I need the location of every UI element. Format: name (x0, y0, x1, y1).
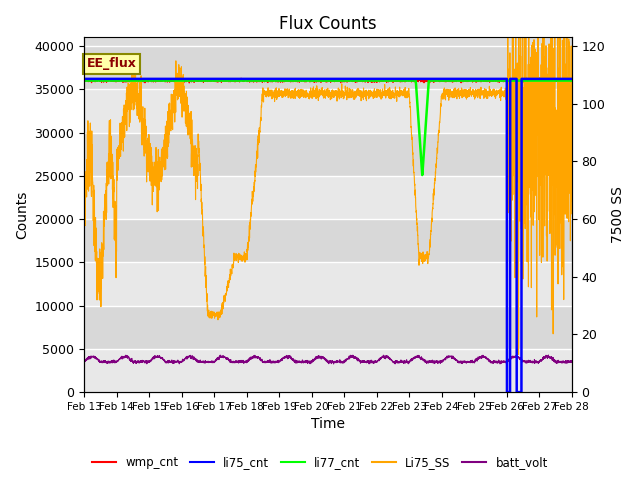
X-axis label: Time: Time (311, 418, 345, 432)
Legend: wmp_cnt, li75_cnt, li77_cnt, Li75_SS, batt_volt: wmp_cnt, li75_cnt, li77_cnt, Li75_SS, ba… (88, 452, 552, 474)
Y-axis label: 7500 SS: 7500 SS (611, 186, 625, 243)
Bar (84, 46, 572, 89)
Text: EE_flux: EE_flux (86, 58, 136, 71)
Y-axis label: Counts: Counts (15, 191, 29, 239)
Bar (84, 132, 572, 176)
Bar (84, 89, 572, 132)
Bar (84, 263, 572, 306)
Bar (84, 176, 572, 219)
Bar (84, 306, 572, 349)
Bar (84, 349, 572, 392)
Bar (84, 219, 572, 263)
Title: Flux Counts: Flux Counts (279, 15, 377, 33)
